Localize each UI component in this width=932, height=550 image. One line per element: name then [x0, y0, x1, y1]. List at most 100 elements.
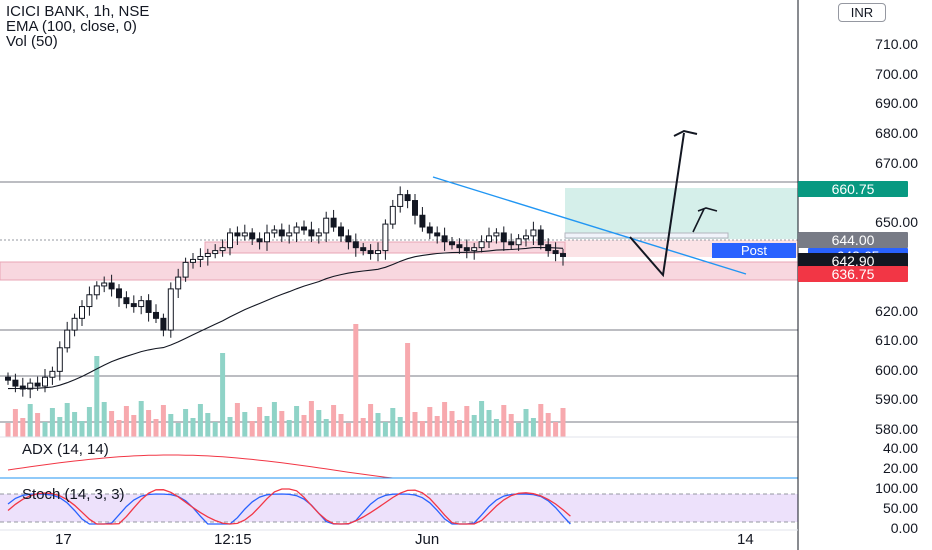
candle-body: [552, 250, 559, 255]
volume-bar: [279, 411, 285, 437]
demand-zone[interactable]: [0, 261, 799, 281]
stoch-tick: 50.00: [882, 500, 918, 516]
candle-body: [175, 276, 182, 290]
candle-body: [219, 247, 226, 252]
volume-bar: [479, 401, 485, 437]
candle-body: [500, 232, 507, 243]
candle-body: [56, 347, 63, 372]
volume-bar: [175, 423, 181, 437]
volume-bar: [183, 409, 189, 437]
volume-bar: [530, 418, 536, 437]
stoch-label[interactable]: Stoch (14, 3, 3): [22, 486, 125, 503]
volume-bar: [271, 402, 277, 437]
volume-bar: [427, 407, 433, 437]
entry-box[interactable]: [564, 232, 729, 239]
small-arrowhead: [697, 207, 718, 212]
candles: [5, 186, 566, 399]
volume-bar: [360, 418, 366, 437]
volume-bar: [382, 422, 388, 437]
candle-body: [271, 229, 278, 234]
candle-body: [426, 226, 433, 234]
candle-body: [249, 232, 256, 240]
volume-bar: [538, 404, 544, 437]
projection-arrowhead: [673, 129, 698, 137]
candle-body: [308, 229, 315, 237]
price-tick: 590.00: [875, 391, 918, 407]
volume-bar: [131, 415, 137, 437]
candle-body: [530, 229, 537, 237]
volume-bar: [501, 405, 507, 437]
volume-bar: [249, 421, 255, 437]
trendline[interactable]: [432, 176, 747, 275]
volume-bar: [101, 402, 107, 437]
projection-path[interactable]: [629, 132, 685, 278]
legend-volume[interactable]: Vol (50): [6, 33, 58, 50]
volume-bar: [146, 410, 152, 437]
candle-body: [34, 382, 41, 387]
volume-bar: [434, 416, 440, 437]
volume-bar: [12, 409, 18, 437]
volume-bar: [205, 413, 211, 437]
price-tick: 600.00: [875, 362, 918, 378]
last-price-badge: 642.90: [798, 253, 908, 269]
volume-bar: [57, 417, 63, 437]
candle-body: [278, 229, 285, 237]
candle-body: [93, 285, 100, 296]
candle-body: [404, 194, 411, 202]
candle-body: [108, 282, 115, 290]
candle-body: [42, 376, 48, 387]
volume-bar: [79, 421, 85, 437]
volume-bar: [242, 412, 248, 437]
stoch-tick: 0.00: [890, 520, 918, 536]
price-tick: 680.00: [875, 125, 918, 141]
volume-bar: [294, 406, 300, 437]
candle-body: [441, 235, 448, 243]
volume-bar: [442, 402, 448, 437]
volume-bar: [42, 422, 48, 437]
candle-body: [101, 282, 108, 287]
candle-body: [508, 241, 515, 246]
candle-body: [5, 376, 11, 381]
candle-body: [167, 288, 174, 331]
candle-body: [241, 232, 248, 237]
price-tick: 700.00: [875, 66, 918, 82]
candle-body: [456, 244, 463, 249]
volume-bar: [316, 410, 322, 437]
volume-bar: [390, 408, 396, 437]
price-tick: 710.00: [875, 36, 918, 52]
candle-body: [301, 226, 307, 231]
candle-body: [493, 232, 500, 237]
volume-bar: [397, 417, 403, 437]
candle-body: [130, 303, 137, 308]
target-price-badge: 660.75: [798, 181, 908, 197]
price-tick: 650.00: [875, 214, 918, 230]
time-tick: 12:15: [214, 531, 252, 548]
volume-bar: [368, 404, 374, 437]
candle-body: [256, 238, 263, 243]
candle-body: [382, 223, 389, 252]
price-tick: 620.00: [875, 303, 918, 319]
candle-body: [197, 255, 204, 260]
candle-body: [49, 370, 56, 378]
candle-body: [419, 214, 426, 228]
candle-body: [338, 226, 344, 237]
time-tick: 14: [737, 531, 754, 548]
legend-symbol[interactable]: ICICI BANK, 1h, NSE: [6, 3, 150, 20]
candle-body: [367, 250, 374, 255]
candle-body: [560, 253, 566, 257]
target-zone[interactable]: [565, 188, 798, 239]
volume-bar: [27, 404, 33, 437]
adx-label[interactable]: ADX (14, 14): [22, 441, 109, 458]
candle-body: [116, 288, 122, 299]
small-arrow[interactable]: [692, 208, 705, 233]
candle-body: [463, 247, 470, 252]
adx-tick: 20.00: [882, 460, 918, 476]
legend-ema[interactable]: EMA (100, close, 0): [6, 18, 137, 35]
volume-bar: [168, 414, 174, 437]
candle-body: [145, 300, 152, 313]
candle-body: [293, 226, 300, 234]
stoch-tick: 100.00: [875, 480, 918, 496]
currency-button[interactable]: INR: [838, 3, 886, 22]
candle-body: [397, 194, 404, 207]
